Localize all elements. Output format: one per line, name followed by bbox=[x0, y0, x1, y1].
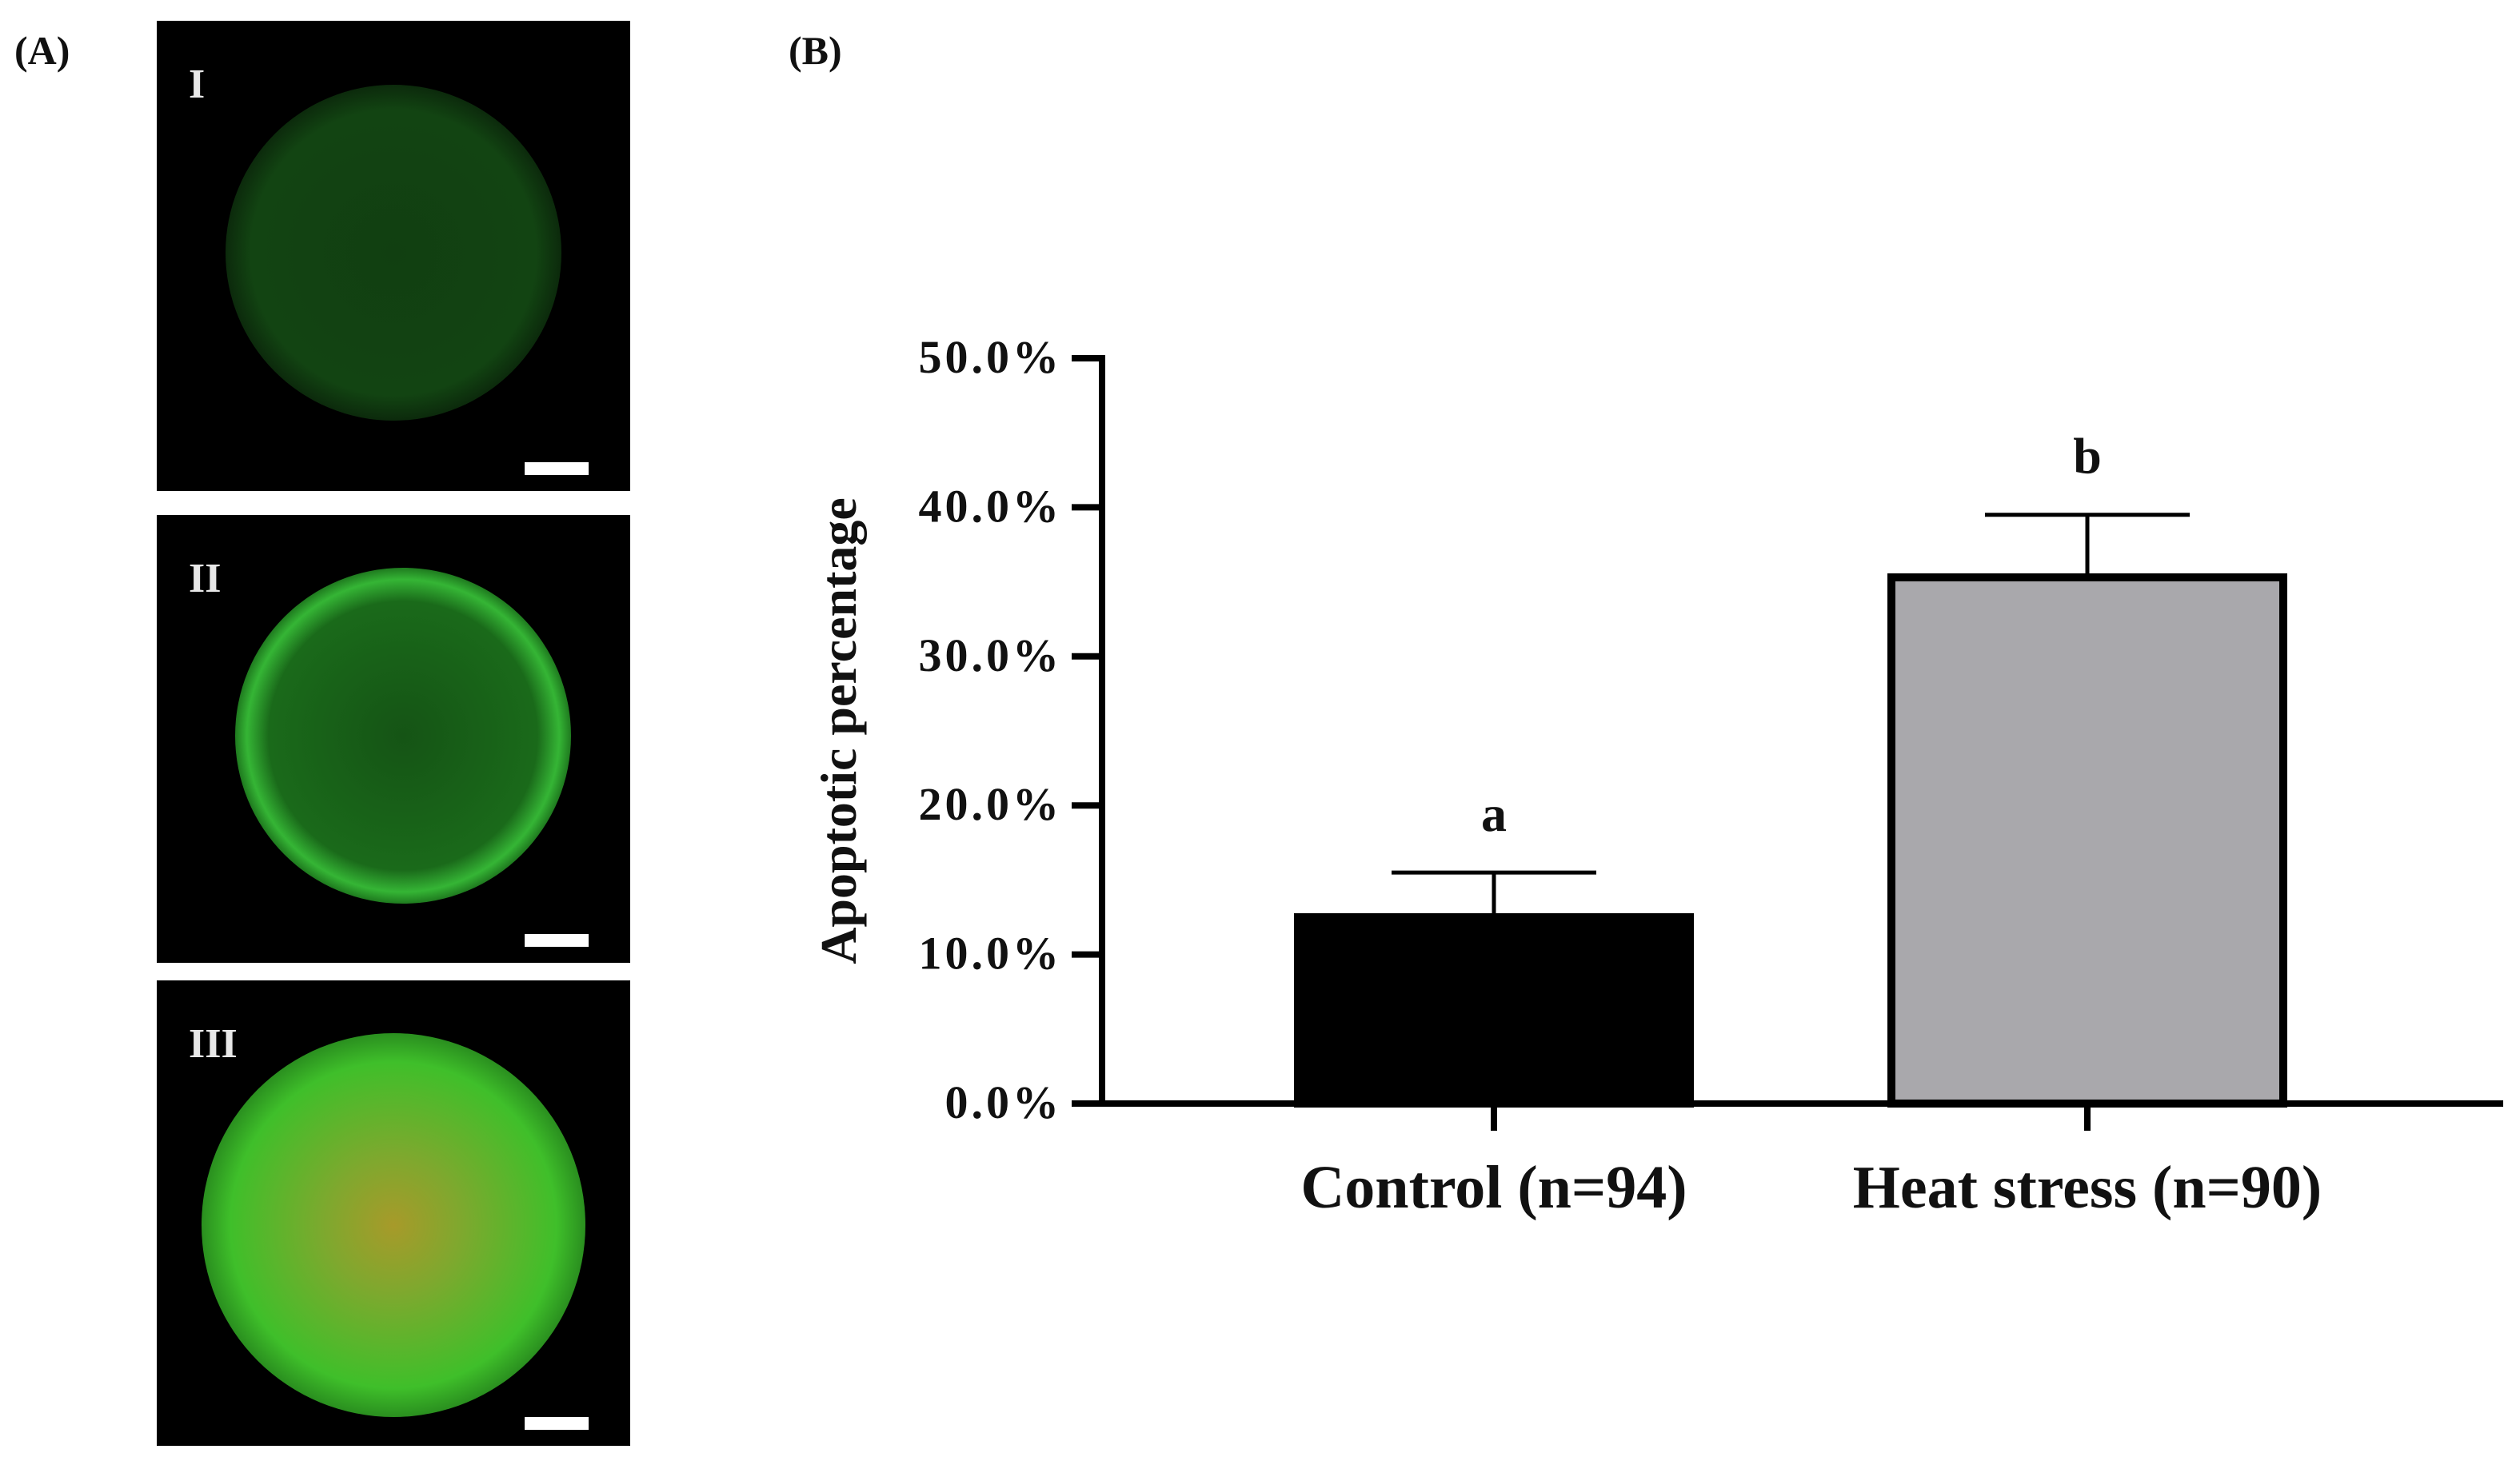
scale-bar bbox=[525, 1417, 589, 1430]
significance-letter: b bbox=[2073, 428, 2102, 485]
oocyte-shape bbox=[202, 1033, 585, 1417]
oocyte-image-iii bbox=[202, 1033, 585, 1417]
oocyte-shape bbox=[226, 85, 561, 421]
y-tick-label: 50.0% bbox=[919, 331, 1063, 383]
micrograph-label-iii: III bbox=[189, 1021, 238, 1067]
oocyte-image-i bbox=[226, 85, 561, 421]
x-tick-label: Control (n=94) bbox=[1300, 1154, 1687, 1221]
oocyte-shape bbox=[235, 568, 571, 904]
micrograph-ii: II bbox=[157, 515, 630, 963]
y-tick-label: 20.0% bbox=[919, 778, 1063, 830]
scale-bar bbox=[525, 462, 589, 475]
y-tick-label: 40.0% bbox=[919, 480, 1063, 532]
micrograph-label-ii: II bbox=[189, 556, 222, 601]
micrograph-i: I bbox=[157, 21, 630, 491]
panel-label-b: (B) bbox=[789, 28, 842, 73]
scale-bar bbox=[525, 934, 589, 947]
y-tick-label: 0.0% bbox=[945, 1076, 1063, 1128]
micrograph-iii: III bbox=[157, 980, 630, 1446]
y-tick-label: 10.0% bbox=[919, 928, 1063, 980]
y-axis-title: Apoptotic percentage bbox=[810, 497, 867, 964]
y-tick-label: 30.0% bbox=[919, 629, 1063, 681]
apoptosis-bar-chart: 0.0% 10.0% 20.0% 30.0% 40.0% 50.0% Apoptotic p… bbox=[810, 331, 2503, 1221]
panel-label-a: (A) bbox=[14, 28, 70, 73]
bar-2 bbox=[1887, 573, 2287, 1108]
oocyte-image-ii bbox=[235, 568, 571, 904]
significance-letter: a bbox=[1481, 785, 1507, 842]
x-tick-label: Heat stress (n=90) bbox=[1853, 1154, 2322, 1221]
bar-1 bbox=[1294, 913, 1694, 1108]
micrograph-label-i: I bbox=[189, 62, 206, 107]
